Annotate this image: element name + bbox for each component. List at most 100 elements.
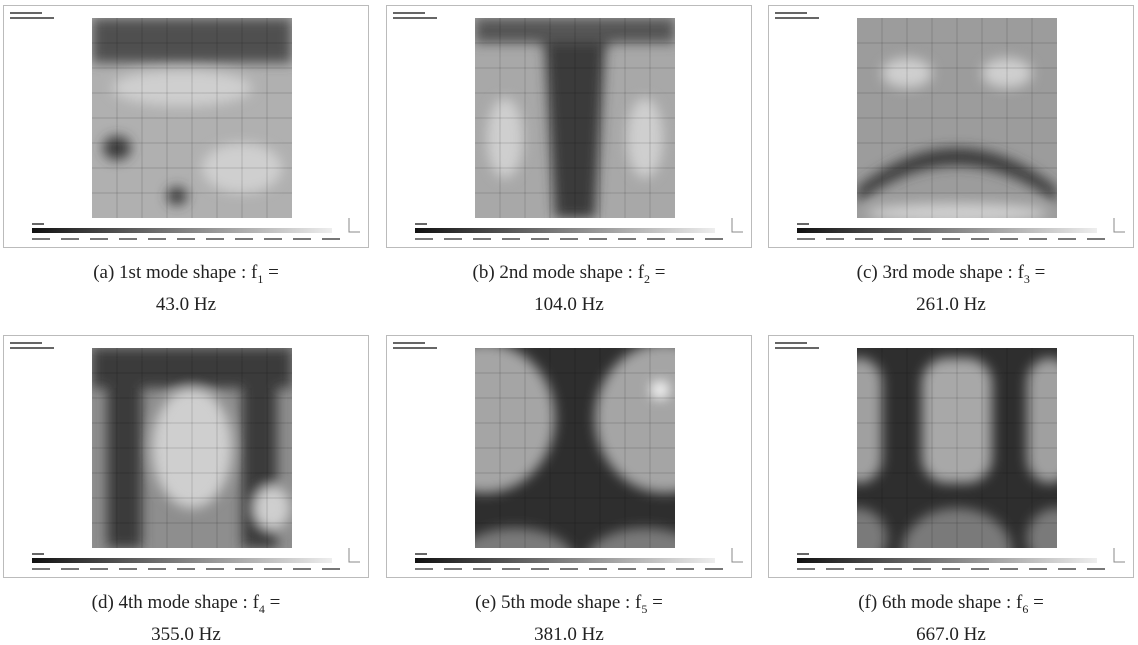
colorbar-unit <box>415 553 427 555</box>
colorbar-tick-text <box>647 238 665 240</box>
caption: (c) 3rd mode shape : f3 =261.0 Hz <box>768 260 1134 318</box>
field <box>92 348 292 548</box>
frequency-value: 381.0 Hz <box>534 624 604 645</box>
colorbar-tick-text <box>148 238 166 240</box>
colorbar-tick-text <box>797 238 815 240</box>
caption-line: (b) 2nd mode shape : f2 = <box>386 260 752 292</box>
colorbar-tick-text <box>531 568 549 570</box>
field <box>92 18 292 218</box>
header-text <box>10 12 42 14</box>
colorbar-tick-text <box>560 568 578 570</box>
colorbar <box>415 228 715 233</box>
colorbar-tick-text <box>676 568 694 570</box>
colorbar-tick-text <box>942 238 960 240</box>
colorbar-tick-text <box>177 238 195 240</box>
mode-shape-panel <box>386 5 752 248</box>
caption-line: (f) 6th mode shape : f6 = <box>768 590 1134 622</box>
header-text <box>775 342 807 344</box>
caption: (d) 4th mode shape : f4 =355.0 Hz <box>3 590 369 645</box>
field-region <box>167 187 187 205</box>
mode-shape-plot <box>387 6 751 247</box>
colorbar-tick-text <box>618 238 636 240</box>
field-region <box>112 70 252 106</box>
colorbar-tick-text <box>444 238 462 240</box>
field-region <box>652 382 668 398</box>
mode-shape-plot <box>387 336 751 577</box>
frequency-value: 355.0 Hz <box>151 624 221 645</box>
colorbar-tick-text <box>293 238 311 240</box>
header-text <box>10 342 42 344</box>
colorbar <box>797 228 1097 233</box>
panel-label: (d) <box>92 592 114 613</box>
header-text <box>393 342 425 344</box>
caption-text: 1st mode shape : <box>119 262 246 283</box>
colorbar-tick-text <box>502 238 520 240</box>
colorbar-unit <box>32 553 44 555</box>
mode-shape-panel <box>3 5 369 248</box>
caption-text: 4th mode shape : <box>119 592 248 613</box>
colorbar-unit <box>415 223 427 225</box>
equals-sign: = <box>268 262 279 283</box>
colorbar-tick-text <box>61 568 79 570</box>
colorbar-tick-text <box>502 568 520 570</box>
colorbar-tick-text <box>1029 568 1047 570</box>
panel-label: (f) <box>858 592 877 613</box>
header-text <box>393 347 437 349</box>
colorbar-unit <box>32 223 44 225</box>
frequency-value: 261.0 Hz <box>916 294 986 315</box>
colorbar-tick-text <box>1000 568 1018 570</box>
colorbar-tick-text <box>415 238 433 240</box>
equals-sign: = <box>655 262 666 283</box>
frequency-subscript: 4 <box>259 602 265 616</box>
colorbar-tick-text <box>705 238 723 240</box>
colorbar-tick-text <box>942 568 960 570</box>
colorbar-tick-text <box>61 238 79 240</box>
caption-line: 667.0 Hz <box>768 622 1134 645</box>
caption-line: 104.0 Hz <box>386 292 752 318</box>
caption-line: 381.0 Hz <box>386 622 752 645</box>
colorbar-tick-text <box>647 568 665 570</box>
colorbar-tick-text <box>1058 238 1076 240</box>
colorbar-unit <box>797 223 809 225</box>
colorbar-tick-text <box>177 568 195 570</box>
caption: (a) 1st mode shape : f1 =43.0 Hz <box>3 260 369 318</box>
caption-line: (a) 1st mode shape : f1 = <box>3 260 369 292</box>
equals-sign: = <box>1033 592 1044 613</box>
field <box>857 18 1057 223</box>
colorbar <box>32 228 332 233</box>
mode-shape-plot <box>4 6 368 247</box>
field-region <box>415 343 555 493</box>
colorbar-tick-text <box>32 568 50 570</box>
caption-line: 43.0 Hz <box>3 292 369 318</box>
frequency-subscript: 5 <box>641 602 647 616</box>
colorbar-tick-text <box>618 568 636 570</box>
caption-line: (d) 4th mode shape : f4 = <box>3 590 369 622</box>
colorbar-tick-text <box>1087 238 1105 240</box>
panel-label: (e) <box>475 592 496 613</box>
colorbar-tick-text <box>444 568 462 570</box>
colorbar-tick-text <box>560 238 578 240</box>
frequency-value: 43.0 Hz <box>156 294 216 315</box>
caption-line: 355.0 Hz <box>3 622 369 645</box>
colorbar-tick-text <box>676 238 694 240</box>
colorbar-tick-text <box>119 568 137 570</box>
header-text <box>775 12 807 14</box>
frequency-subscript: 6 <box>1022 602 1028 616</box>
corner-mark <box>1114 218 1125 232</box>
colorbar <box>797 558 1097 563</box>
field <box>415 343 735 577</box>
colorbar-tick-text <box>1029 238 1047 240</box>
colorbar-tick-text <box>913 568 931 570</box>
corner-mark <box>1114 548 1125 562</box>
field-region <box>595 343 735 493</box>
field-region <box>487 98 523 178</box>
caption-text: 6th mode shape : <box>882 592 1011 613</box>
header-text <box>393 12 425 14</box>
colorbar-tick-text <box>293 568 311 570</box>
caption-line: (c) 3rd mode shape : f3 = <box>768 260 1134 292</box>
colorbar-tick-text <box>322 568 340 570</box>
caption-text: 5th mode shape : <box>501 592 630 613</box>
corner-mark <box>732 548 743 562</box>
colorbar-tick-text <box>90 568 108 570</box>
colorbar <box>415 558 715 563</box>
